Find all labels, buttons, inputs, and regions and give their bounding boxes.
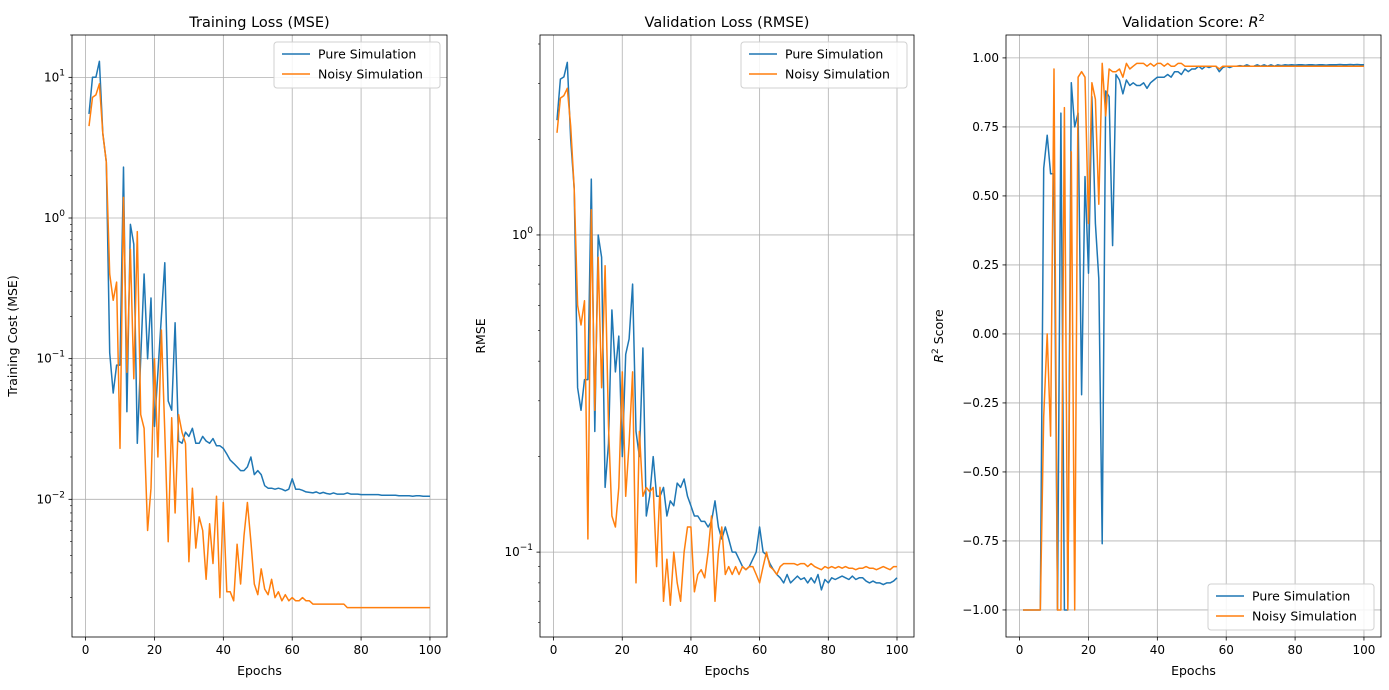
y-tick-label: −0.75	[962, 534, 999, 548]
legend-label: Noisy Simulation	[318, 67, 423, 82]
x-tick-label: 100	[886, 643, 909, 657]
x-tick-label: 60	[752, 643, 767, 657]
subplot-3: 0 20 40 60 80 100 −1.00 −0.75 −0.50 −0.25 0.00 0.25…	[931, 13, 1382, 678]
legend-label: Pure Simulation	[785, 47, 883, 62]
legend: Pure Simulation Noisy Simulation	[740, 41, 908, 89]
y-tick-label: 101	[44, 68, 65, 84]
y-tick-label: 0.50	[972, 189, 999, 203]
legend-label: Noisy Simulation	[1252, 609, 1357, 624]
x-axis-label: Epochs	[705, 663, 750, 678]
x-tick-label: 60	[1219, 643, 1234, 657]
x-tick-label: 0	[550, 643, 558, 657]
legend-label: Noisy Simulation	[785, 67, 890, 82]
series-line-pure	[1023, 63, 1364, 611]
y-tick-label: −0.25	[962, 396, 999, 410]
x-tick-label: 20	[1081, 643, 1096, 657]
y-tick-label: 100	[44, 209, 65, 225]
y-tick-label: 0.75	[972, 120, 999, 134]
series-line-pure	[88, 60, 430, 498]
series-line-noisy	[556, 87, 897, 606]
x-tick-label: 80	[353, 643, 368, 657]
x-tick-label: 60	[285, 643, 300, 657]
x-tick-label: 0	[1016, 643, 1024, 657]
x-tick-label: 80	[821, 643, 836, 657]
y-axis-label: R2 Score	[931, 309, 946, 363]
axes-frame	[1005, 34, 1382, 638]
series-line-pure	[556, 61, 898, 591]
subplot-title: Validation Loss (RMSE)	[645, 15, 810, 31]
subplot-2: 0 20 40 60 80 100 10−1 100 Validation Loss (RMSE…	[473, 15, 915, 678]
legend: Pure Simulation Noisy Simulation	[273, 41, 441, 89]
y-tick-label: 0.00	[972, 327, 999, 341]
x-axis-label: Epochs	[237, 663, 282, 678]
y-tick-label: 1.00	[972, 51, 999, 65]
y-axis-label: RMSE	[473, 318, 488, 353]
y-tick-label: 10−2	[36, 490, 65, 506]
x-tick-label: 80	[1287, 643, 1302, 657]
subplot-1: 0 20 40 60 80 100 10−2 10−1 100 101 Training Loss …	[5, 15, 448, 678]
subplot-title: Validation Score: R2	[1122, 13, 1265, 31]
legend-box	[1207, 583, 1375, 631]
x-tick-label: 100	[419, 643, 442, 657]
x-tick-label: 40	[683, 643, 698, 657]
y-tick-label: 10−1	[36, 350, 65, 366]
legend-box	[740, 41, 908, 89]
legend-label: Pure Simulation	[318, 47, 416, 62]
x-tick-label: 20	[615, 643, 630, 657]
x-tick-label: 40	[1150, 643, 1165, 657]
x-tick-label: 0	[82, 643, 90, 657]
x-tick-label: 40	[216, 643, 231, 657]
y-tick-label: 10−1	[504, 543, 533, 559]
legend: Pure Simulation Noisy Simulation	[1207, 583, 1375, 631]
subplot-title: Training Loss (MSE)	[188, 15, 329, 31]
y-axis-label: Training Cost (MSE)	[5, 275, 20, 397]
legend-box	[273, 41, 441, 89]
y-tick-label: 0.25	[972, 258, 999, 272]
axes-frame	[71, 34, 448, 638]
y-tick-label: 100	[512, 226, 533, 242]
series-line-noisy	[1023, 62, 1364, 611]
axes-frame	[539, 34, 915, 638]
y-tick-label: −1.00	[962, 603, 999, 617]
series-line-noisy	[88, 83, 430, 609]
legend-label: Pure Simulation	[1252, 589, 1350, 604]
y-tick-label: −0.50	[962, 465, 999, 479]
x-axis-label: Epochs	[1171, 663, 1216, 678]
x-tick-label: 20	[147, 643, 162, 657]
x-tick-label: 100	[1353, 643, 1376, 657]
